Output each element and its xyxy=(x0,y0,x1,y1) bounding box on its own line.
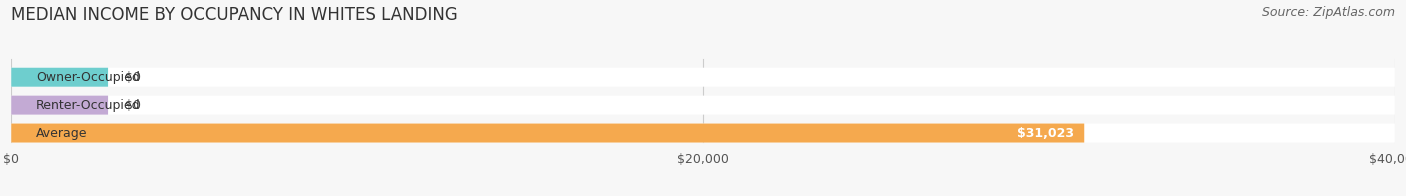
Text: Renter-Occupied: Renter-Occupied xyxy=(37,99,141,112)
FancyBboxPatch shape xyxy=(11,123,1084,142)
FancyBboxPatch shape xyxy=(11,68,108,87)
Text: Source: ZipAtlas.com: Source: ZipAtlas.com xyxy=(1261,6,1395,19)
Text: $0: $0 xyxy=(125,71,141,84)
FancyBboxPatch shape xyxy=(11,123,1395,142)
Text: $0: $0 xyxy=(125,99,141,112)
FancyBboxPatch shape xyxy=(11,96,108,115)
Text: $31,023: $31,023 xyxy=(1017,127,1074,140)
Text: Average: Average xyxy=(37,127,87,140)
Text: MEDIAN INCOME BY OCCUPANCY IN WHITES LANDING: MEDIAN INCOME BY OCCUPANCY IN WHITES LAN… xyxy=(11,6,458,24)
Text: Owner-Occupied: Owner-Occupied xyxy=(37,71,141,84)
FancyBboxPatch shape xyxy=(11,68,1395,87)
FancyBboxPatch shape xyxy=(11,96,1395,115)
